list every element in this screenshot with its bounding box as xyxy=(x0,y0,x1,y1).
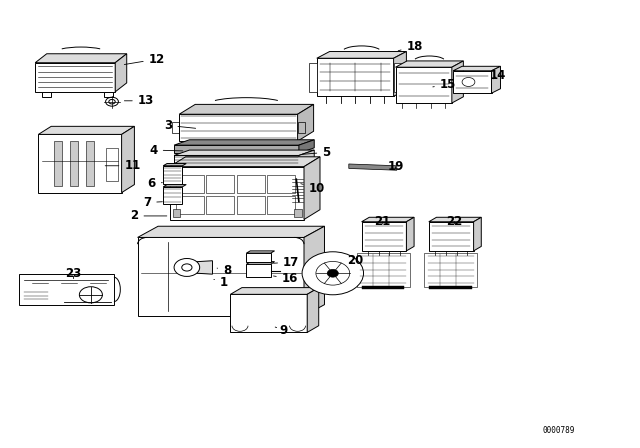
Text: 4: 4 xyxy=(150,143,183,157)
Polygon shape xyxy=(362,217,414,222)
Polygon shape xyxy=(298,104,314,141)
Polygon shape xyxy=(35,63,115,92)
Polygon shape xyxy=(362,286,404,289)
Polygon shape xyxy=(173,209,180,217)
Polygon shape xyxy=(317,58,394,96)
Polygon shape xyxy=(170,167,304,220)
Text: 1: 1 xyxy=(214,276,228,289)
Polygon shape xyxy=(396,61,463,67)
Polygon shape xyxy=(304,157,320,220)
Text: 18: 18 xyxy=(398,39,423,53)
Text: 11: 11 xyxy=(105,159,141,172)
Text: 13: 13 xyxy=(124,94,154,108)
Polygon shape xyxy=(163,166,182,184)
Text: 21: 21 xyxy=(374,215,391,228)
Text: 20: 20 xyxy=(347,254,364,267)
Polygon shape xyxy=(54,141,62,186)
Polygon shape xyxy=(429,286,472,289)
Polygon shape xyxy=(349,164,397,170)
Polygon shape xyxy=(115,54,127,92)
Text: 7: 7 xyxy=(143,196,163,209)
Polygon shape xyxy=(19,274,114,305)
Polygon shape xyxy=(174,155,299,164)
Polygon shape xyxy=(38,126,134,134)
Polygon shape xyxy=(396,67,452,103)
Text: 6: 6 xyxy=(148,177,163,190)
Polygon shape xyxy=(190,261,212,274)
Text: 23: 23 xyxy=(65,267,82,280)
Polygon shape xyxy=(42,92,51,97)
Polygon shape xyxy=(174,140,314,145)
Polygon shape xyxy=(246,251,275,253)
Polygon shape xyxy=(304,226,324,316)
Text: 9: 9 xyxy=(275,324,287,337)
Polygon shape xyxy=(122,126,134,193)
Text: 19: 19 xyxy=(387,160,404,173)
Polygon shape xyxy=(35,54,127,63)
Polygon shape xyxy=(230,288,319,294)
Polygon shape xyxy=(452,61,463,103)
Polygon shape xyxy=(453,66,500,71)
Polygon shape xyxy=(38,134,122,193)
Text: 16: 16 xyxy=(273,272,298,285)
Text: 8: 8 xyxy=(217,264,231,277)
Circle shape xyxy=(327,269,339,277)
Text: 2: 2 xyxy=(131,209,167,223)
Polygon shape xyxy=(104,92,113,97)
Polygon shape xyxy=(86,141,94,186)
Polygon shape xyxy=(174,150,314,155)
Text: 10: 10 xyxy=(301,181,325,195)
Polygon shape xyxy=(163,185,186,187)
Circle shape xyxy=(79,287,102,303)
Polygon shape xyxy=(246,262,275,264)
Polygon shape xyxy=(406,217,414,251)
Polygon shape xyxy=(179,104,314,114)
Circle shape xyxy=(174,258,200,276)
Text: 17: 17 xyxy=(273,255,300,269)
Polygon shape xyxy=(246,253,271,262)
Polygon shape xyxy=(429,222,474,251)
Polygon shape xyxy=(429,217,481,222)
Text: 22: 22 xyxy=(446,215,463,228)
Text: 5: 5 xyxy=(302,146,330,159)
Text: 14: 14 xyxy=(490,69,506,82)
Polygon shape xyxy=(163,164,186,166)
Text: 0000789: 0000789 xyxy=(543,426,575,435)
Polygon shape xyxy=(307,288,319,332)
Polygon shape xyxy=(163,187,182,204)
Polygon shape xyxy=(138,226,324,237)
Polygon shape xyxy=(246,264,271,277)
Polygon shape xyxy=(309,63,317,92)
Polygon shape xyxy=(138,237,304,316)
Polygon shape xyxy=(70,141,78,186)
Polygon shape xyxy=(394,63,401,92)
Polygon shape xyxy=(230,294,307,332)
Polygon shape xyxy=(492,66,500,93)
Polygon shape xyxy=(294,209,302,217)
Polygon shape xyxy=(299,150,314,164)
Polygon shape xyxy=(474,217,481,251)
Polygon shape xyxy=(174,145,299,153)
Polygon shape xyxy=(299,140,314,153)
Polygon shape xyxy=(362,222,406,251)
Polygon shape xyxy=(317,52,406,58)
Polygon shape xyxy=(170,157,320,167)
Text: 15: 15 xyxy=(433,78,456,91)
Text: 12: 12 xyxy=(124,52,165,66)
Polygon shape xyxy=(394,52,406,96)
Text: 3: 3 xyxy=(164,119,196,132)
Polygon shape xyxy=(453,71,492,93)
Circle shape xyxy=(302,252,364,295)
Polygon shape xyxy=(179,114,298,141)
